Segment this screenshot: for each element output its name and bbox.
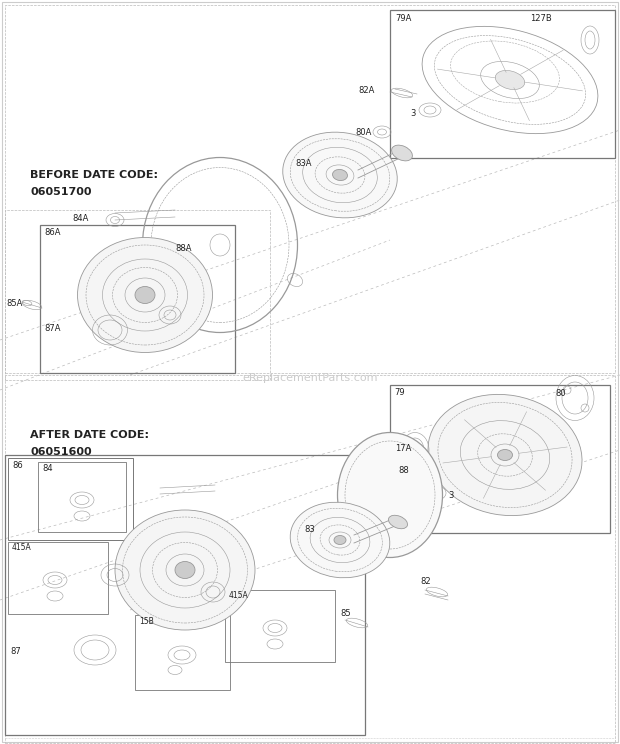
Text: 87A: 87A	[44, 324, 61, 333]
Ellipse shape	[135, 286, 155, 304]
Text: 88A: 88A	[175, 243, 192, 252]
Bar	[40, 225, 235, 373]
Bar	[8, 542, 108, 614]
Text: 84: 84	[42, 464, 53, 472]
Ellipse shape	[337, 432, 443, 557]
Text: 85: 85	[340, 609, 351, 618]
Text: 127B: 127B	[530, 13, 552, 22]
Text: 86A: 86A	[44, 228, 61, 237]
Text: eReplacementParts.com: eReplacementParts.com	[242, 373, 378, 383]
Ellipse shape	[497, 449, 513, 461]
Bar	[390, 10, 615, 158]
Text: 06051600: 06051600	[30, 447, 92, 457]
Text: 83A: 83A	[295, 158, 311, 167]
Ellipse shape	[392, 145, 412, 161]
Ellipse shape	[389, 516, 407, 529]
Bar	[5, 375, 615, 743]
Text: AFTER DATE CODE:: AFTER DATE CODE:	[30, 430, 149, 440]
Text: 3: 3	[410, 109, 415, 118]
Text: 87: 87	[10, 647, 20, 656]
Ellipse shape	[175, 562, 195, 579]
Ellipse shape	[78, 237, 213, 353]
Text: 06051700: 06051700	[30, 187, 92, 197]
Text: 88: 88	[398, 466, 409, 475]
Bar	[135, 615, 230, 690]
Text: 415A: 415A	[229, 591, 249, 600]
Bar	[38, 462, 126, 532]
Ellipse shape	[332, 170, 347, 181]
Text: 80: 80	[555, 388, 565, 397]
Bar	[390, 385, 610, 533]
Text: 79A: 79A	[395, 13, 412, 22]
Text: 15B: 15B	[139, 617, 154, 626]
Ellipse shape	[428, 394, 582, 516]
Text: 86: 86	[12, 461, 23, 469]
Text: 17A: 17A	[395, 443, 412, 452]
Text: 85A: 85A	[6, 298, 22, 307]
Text: 79: 79	[394, 388, 405, 397]
Text: 84A: 84A	[72, 214, 89, 222]
Ellipse shape	[115, 510, 255, 630]
Text: 415A: 415A	[12, 544, 32, 553]
Bar	[8, 458, 133, 540]
Text: 82: 82	[420, 577, 431, 586]
Bar	[5, 210, 270, 380]
Ellipse shape	[290, 502, 390, 578]
Text: 82A: 82A	[358, 86, 374, 94]
Text: 80A: 80A	[355, 127, 371, 136]
Text: 83: 83	[304, 525, 315, 534]
Text: BEFORE DATE CODE:: BEFORE DATE CODE:	[30, 170, 158, 180]
Ellipse shape	[334, 536, 346, 545]
Ellipse shape	[283, 132, 397, 218]
Ellipse shape	[495, 71, 525, 89]
Bar	[225, 590, 335, 662]
Bar	[5, 455, 365, 735]
Text: 3: 3	[448, 490, 453, 499]
Bar	[5, 5, 615, 373]
